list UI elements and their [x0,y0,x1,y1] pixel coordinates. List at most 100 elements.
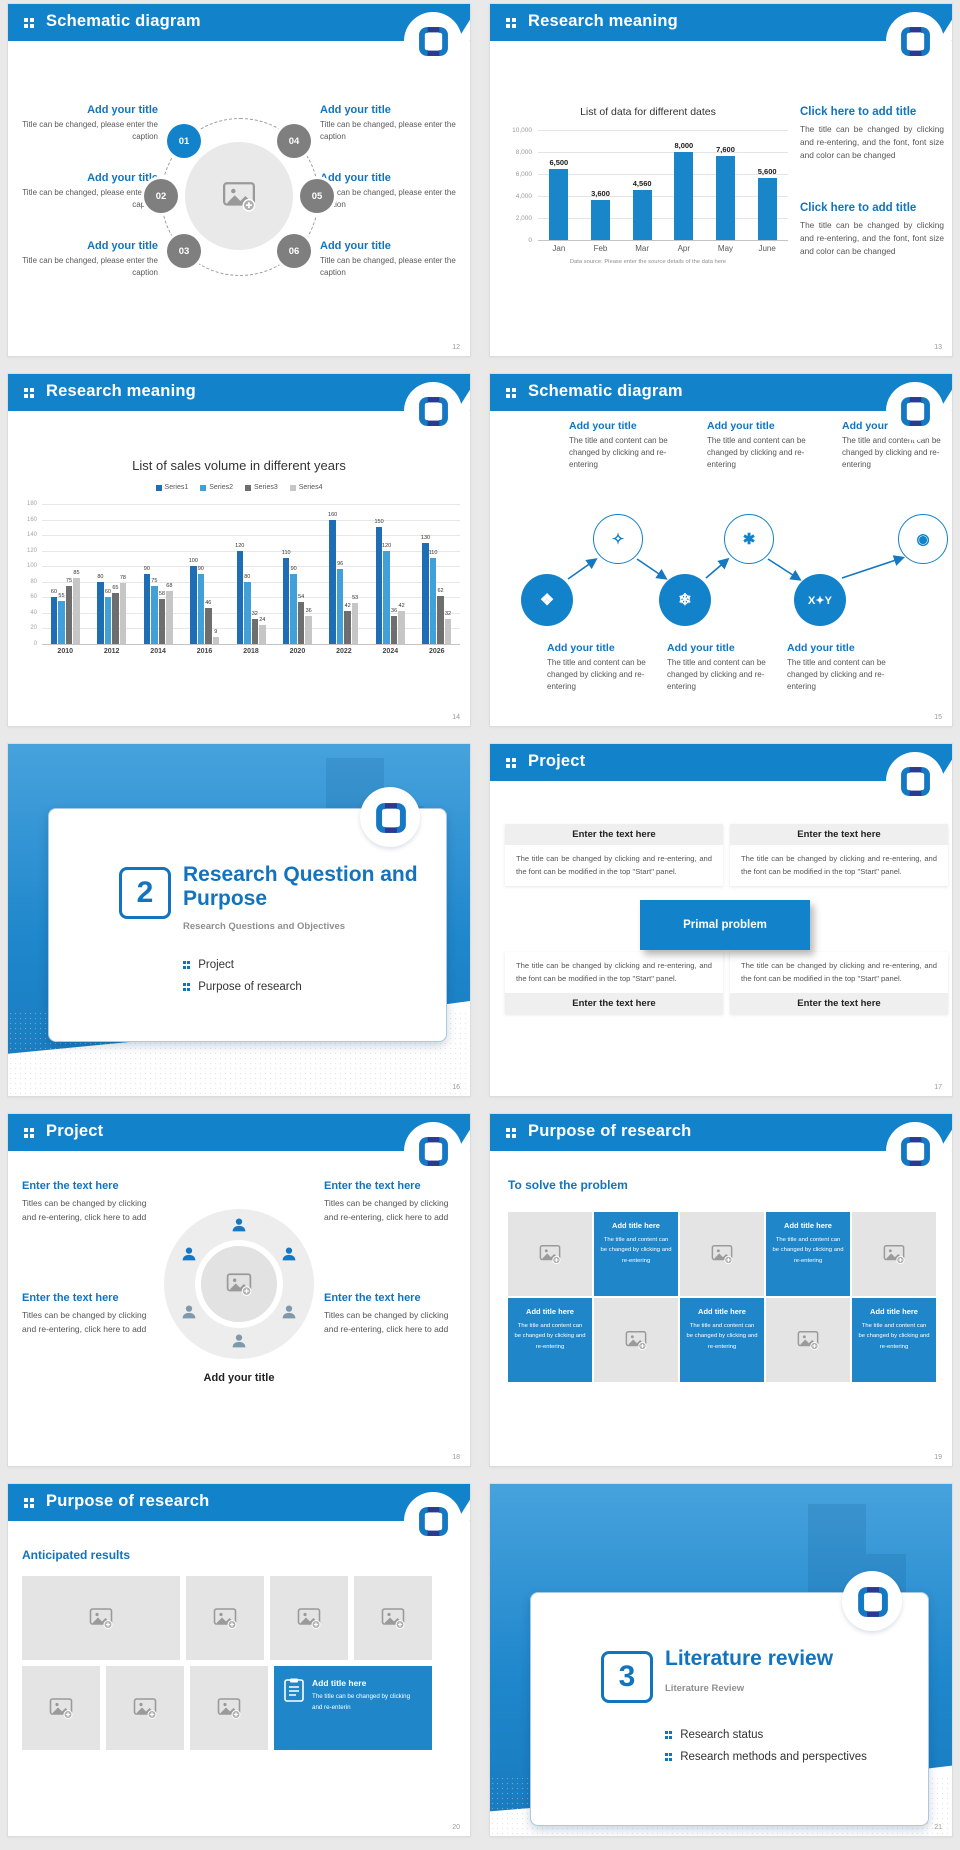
step-node-01[interactable]: 01 [167,124,201,158]
slide-21-thumbnail[interactable]: 3 Literature review Literature Review Re… [490,1484,952,1836]
bullet-item[interactable]: Research status [665,1729,867,1741]
bullet-marker-icon [665,1731,673,1739]
text-panel: The title can be changed by clicking and… [505,952,723,1015]
block-body: The title can be changed by clicking and… [800,124,944,160]
image-placeholder-cell[interactable] [186,1576,264,1660]
title-cell[interactable]: Add title here The title can be changed … [274,1666,432,1750]
xy-icon[interactable]: X✦Y [794,574,846,626]
logo-glyph-icon [417,1505,450,1538]
image-placeholder-cell[interactable] [190,1666,268,1750]
bullet-item[interactable]: Research methods and perspectives [665,1751,867,1763]
slide-17-thumbnail[interactable]: Project Enter the text here The title ca… [490,744,952,1096]
title-cell[interactable]: Add title here The title and content can … [852,1298,936,1382]
title-cell[interactable]: Add title here The title and content can … [594,1212,678,1296]
bar-value-label: 62 [437,587,444,594]
bullet-marker-icon [183,961,191,969]
molecule-icon[interactable]: ✱ [724,514,774,564]
image-placeholder-cell[interactable] [22,1576,180,1660]
block-title: Click here to add title [800,106,917,118]
title-cell[interactable]: Add title here The title and content can … [766,1212,850,1296]
bar [297,602,305,644]
sparkle-icon[interactable]: ✧ [593,514,643,564]
image-placeholder-icon [297,1606,321,1630]
globe-icon[interactable]: ◉ [898,514,948,564]
image-placeholder-cell[interactable] [106,1666,184,1750]
bar [97,581,104,644]
image-placeholder-circle[interactable] [195,1240,283,1328]
bar-value-label: 32 [251,611,258,618]
slide-18-thumbnail[interactable]: Project Enter the text here Titles can b… [8,1114,470,1466]
image-placeholder-icon [226,1271,252,1297]
step-node-05[interactable]: 05 [300,179,334,213]
slide-title: Schematic diagram [528,382,683,400]
university-logo [886,12,944,70]
bar-value-label: 75 [151,577,158,584]
image-placeholder-cell[interactable] [594,1298,678,1382]
gridline [42,504,460,505]
y-axis-tick: 180 [26,501,37,507]
image-placeholder-icon [625,1329,647,1351]
y-axis-tick: 100 [26,563,37,570]
lattice-icon[interactable]: ❖ [521,574,573,626]
image-placeholder-cell[interactable] [354,1576,432,1660]
slide-20-thumbnail[interactable]: Purpose of research Anticipated results … [8,1484,470,1836]
flow-arrows [567,555,906,581]
bar [716,156,735,240]
y-axis-tick: 6,000 [515,170,532,178]
bullet-item[interactable]: Project [183,959,302,971]
image-placeholder-icon [797,1329,819,1351]
bar-value-label: 75 [65,577,73,584]
bar [390,616,398,644]
slide-13-thumbnail[interactable]: Research meaning List of data for differ… [490,4,952,356]
block-caption: Title can be changed, please enter the c… [22,120,158,142]
title-cell[interactable]: Add title here The title and content can … [508,1298,592,1382]
snowflake-icon[interactable]: ❄ [659,574,711,626]
slide-16-thumbnail[interactable]: 2 Research Question and Purpose Research… [8,744,470,1096]
section-title: Research Question and Purpose [183,863,418,911]
legend-item: Series3 [245,484,278,491]
primal-problem-box[interactable]: Primal problem [640,900,810,950]
university-logo [886,382,944,440]
bar [336,569,344,644]
page-number: 21 [934,1824,942,1831]
step-node-03[interactable]: 03 [167,234,201,268]
bar-value-label: 46 [205,600,212,607]
image-placeholder-cell[interactable] [852,1212,936,1296]
bar-value-label: 42 [344,603,351,610]
image-placeholder-cell[interactable] [766,1298,850,1382]
bar [329,519,336,644]
slide-14-thumbnail[interactable]: Research meaning List of sales volume in… [8,374,470,726]
gridline [538,196,788,197]
bar-value-label: 7,600 [716,145,735,155]
slide-12-thumbnail[interactable]: Schematic diagram 01 02 03 04 05 06 Add … [8,4,470,356]
image-placeholder-icon [381,1606,405,1630]
page-number: 16 [452,1084,460,1091]
image-placeholder-cell[interactable] [270,1576,348,1660]
bullet-item[interactable]: Purpose of research [183,981,302,993]
step-node-02[interactable]: 02 [144,179,178,213]
bar [757,178,777,240]
section-subtitle: Literature Review [665,1683,745,1694]
text-block: Enter the text here Titles can be change… [22,1292,147,1335]
bullet-marker-icon [665,1753,673,1761]
page-number: 17 [934,1084,942,1091]
bar-value-label: 36 [305,608,312,614]
bar [197,574,205,644]
bar-value-label: 4,560 [632,178,652,188]
step-node-04[interactable]: 04 [277,124,311,158]
x-axis-tick: Mar [635,244,650,253]
slide-19-thumbnail[interactable]: Purpose of research To solve the problem… [490,1114,952,1466]
image-placeholder-circle[interactable] [185,142,293,250]
image-placeholder-cell[interactable] [680,1212,764,1296]
bar [166,591,173,644]
slide-15-thumbnail[interactable]: Schematic diagram Add your title The tit… [490,374,952,726]
step-node-06[interactable]: 06 [277,234,311,268]
slide-header-bar: Research meaning [490,4,952,53]
title-cell[interactable]: Add title here The title and content can … [680,1298,764,1382]
page-number: 12 [452,344,460,351]
image-placeholder-cell[interactable] [508,1212,592,1296]
bar-value-label: 58 [158,590,165,597]
x-axis-tick: 2010 [57,648,73,655]
university-logo [404,1122,462,1180]
image-placeholder-cell[interactable] [22,1666,100,1750]
